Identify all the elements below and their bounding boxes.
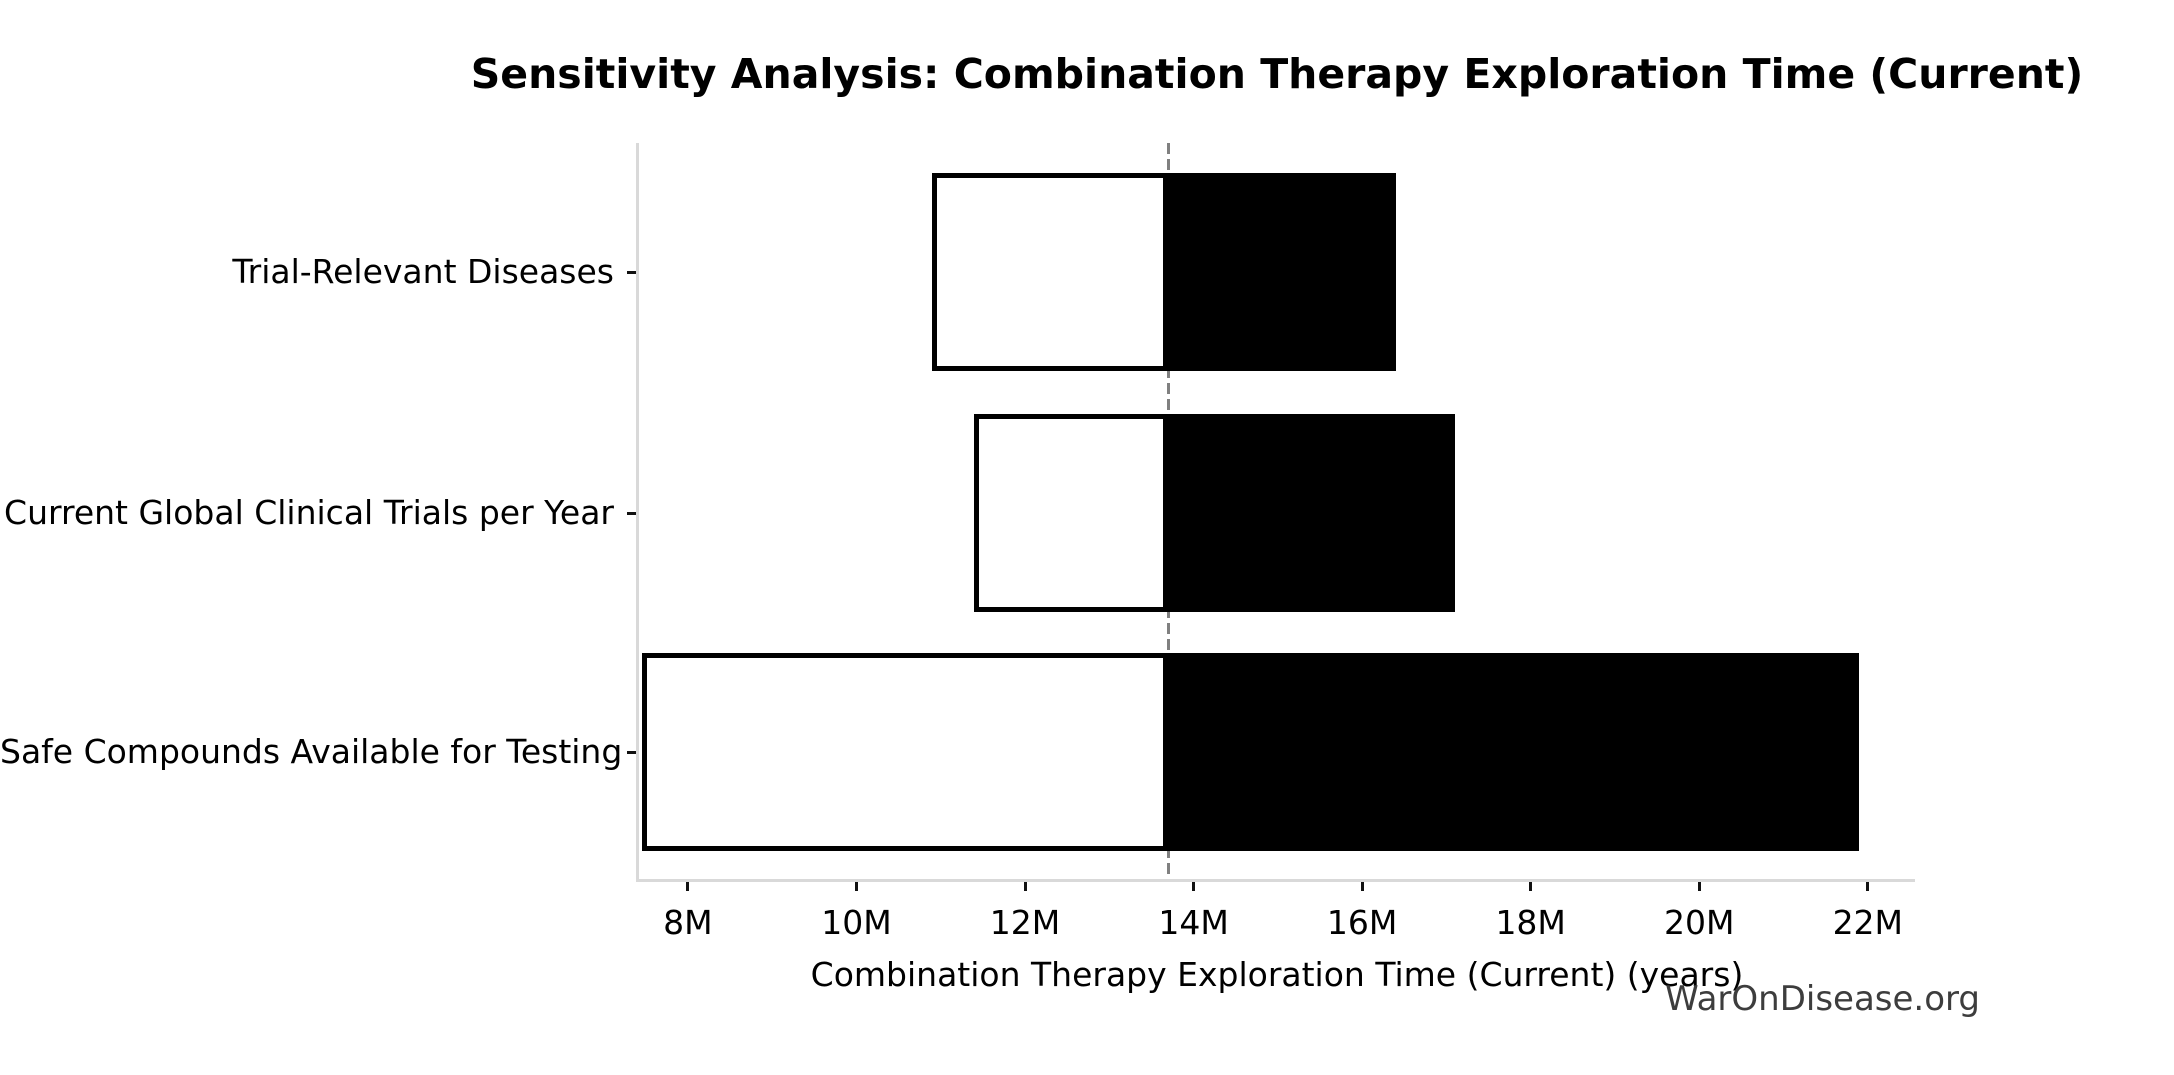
y-tick-mark [627, 511, 636, 515]
x-tick-label: 8M [663, 903, 713, 942]
x-tick-label: 10M [821, 903, 892, 942]
bar-high-segment [1168, 173, 1396, 371]
x-tick-mark [1192, 882, 1196, 891]
y-axis-category-label: Safe Compounds Available for Testing [0, 732, 623, 771]
x-tick-mark [1360, 882, 1364, 891]
y-tick-mark [627, 270, 636, 274]
x-axis-label: Combination Therapy Exploration Time (Cu… [810, 955, 1744, 994]
x-tick-label: 16M [1326, 903, 1398, 942]
x-tick-label: 14M [1158, 903, 1229, 942]
x-axis-spine [636, 879, 1915, 882]
y-axis-spine [636, 143, 639, 882]
x-tick-mark [1529, 882, 1533, 891]
chart-title: Sensitivity Analysis: Combination Therap… [470, 50, 2084, 98]
bar-low-segment [641, 653, 1169, 851]
x-tick-label: 12M [989, 903, 1061, 942]
bar-high-segment [1168, 653, 1860, 851]
y-axis-category-label: Current Global Clinical Trials per Year [4, 493, 614, 532]
y-tick-mark [627, 750, 636, 754]
x-tick-mark [686, 882, 690, 891]
y-axis-category-label: Trial-Relevant Diseases [232, 252, 614, 291]
bar-low-segment [974, 414, 1169, 612]
x-tick-mark [1023, 882, 1027, 891]
x-tick-label: 18M [1495, 903, 1566, 942]
x-tick-label: 22M [1832, 903, 1904, 942]
x-tick-mark [854, 882, 858, 891]
x-tick-mark [1866, 882, 1870, 891]
bar-low-segment [932, 173, 1169, 371]
x-tick-label: 20M [1664, 903, 1735, 942]
x-tick-mark [1697, 882, 1701, 891]
bar-high-segment [1168, 414, 1455, 612]
watermark-text: WarOnDisease.org [1665, 979, 1980, 1019]
